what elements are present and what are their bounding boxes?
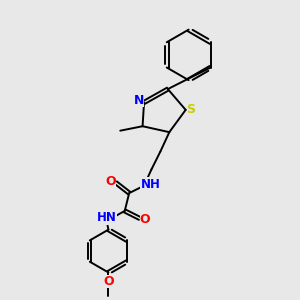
Text: N: N	[134, 94, 144, 107]
Text: HN: HN	[97, 211, 117, 224]
Text: S: S	[187, 103, 196, 116]
Text: O: O	[105, 175, 116, 188]
Text: O: O	[103, 275, 114, 288]
Text: NH: NH	[141, 178, 160, 191]
Text: O: O	[140, 213, 150, 226]
